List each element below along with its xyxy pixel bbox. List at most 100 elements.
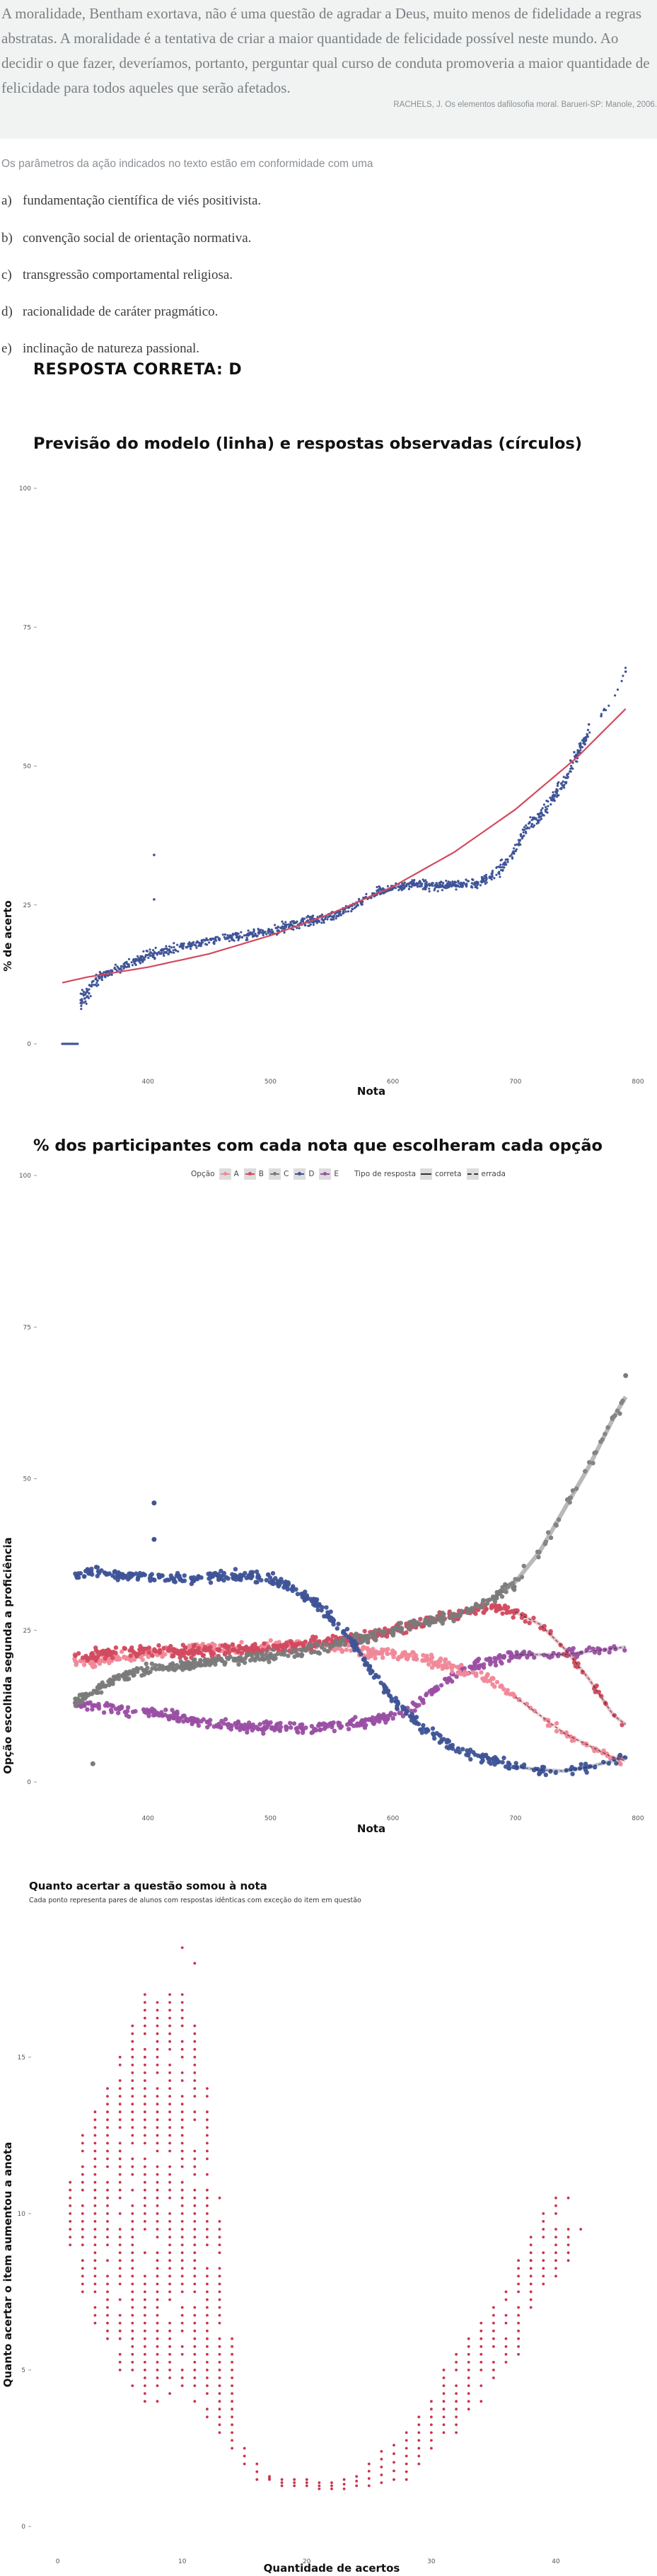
chart1-point (511, 857, 514, 860)
chart2-point (149, 1577, 154, 1582)
chart1-point (354, 907, 356, 909)
chart3-point (231, 2384, 233, 2388)
chart3-point (131, 2384, 134, 2388)
chart2-point (389, 1651, 395, 1656)
chart2-point (449, 1664, 454, 1669)
chart2-point (139, 1666, 144, 1671)
chart2-point (270, 1647, 275, 1652)
chart2-point (97, 1661, 103, 1666)
chart2-point (273, 1576, 278, 1581)
chart2-point (156, 1650, 162, 1655)
chart3-point (206, 2118, 209, 2122)
chart3-point (156, 2329, 159, 2333)
chart2-point (480, 1676, 485, 1681)
chart2-point (545, 1654, 551, 1659)
chart2-series-c (72, 1373, 629, 1766)
chart2-point (511, 1764, 516, 1770)
chart1-point (315, 920, 318, 923)
chart1-point (405, 883, 408, 886)
chart2-point (278, 1720, 283, 1725)
chart3-point (293, 2478, 296, 2481)
chart1-point (310, 917, 313, 920)
chart1-point (555, 795, 559, 798)
chart3-point (206, 2188, 209, 2192)
chart2-point (166, 1577, 171, 1582)
chart3-point (156, 2267, 159, 2270)
chart3-point (218, 2267, 221, 2270)
chart1-point (154, 952, 157, 955)
chart2-point (212, 1656, 217, 1661)
chart3-point (504, 2361, 508, 2364)
chart2-point (494, 1679, 500, 1685)
option-d[interactable]: d) racionalidade de caráter pragmático. (1, 304, 218, 320)
chart1-point (521, 828, 524, 831)
option-c[interactable]: c) transgressão comportamental religiosa. (1, 268, 233, 283)
chart2-ytick-label: 100 (19, 1173, 31, 1180)
chart1-point (538, 812, 541, 815)
chart2-point (99, 1690, 104, 1695)
chart2-point (127, 1571, 132, 1576)
chart3-point (193, 2165, 197, 2168)
chart2-point (83, 1653, 88, 1659)
option-b[interactable]: b) convenção social de orientação normati… (1, 231, 251, 246)
chart3-point (193, 2376, 197, 2379)
chart3-point (318, 2488, 321, 2490)
chart1-point (471, 878, 474, 881)
chart3-point (144, 2126, 146, 2129)
chart1-point (226, 936, 228, 939)
chart3-point (180, 2001, 184, 2004)
chart2-point (487, 1597, 492, 1602)
chart1-point (156, 953, 158, 956)
chart3-point (81, 2243, 84, 2247)
chart1-point (447, 880, 450, 883)
chart2-point (420, 1697, 426, 1703)
chart1-point (149, 948, 151, 951)
chart1-point (107, 974, 110, 977)
chart2-point (538, 1626, 543, 1631)
chart1-point (175, 949, 178, 952)
chart3-point (180, 2376, 184, 2379)
chart3-point (118, 2298, 122, 2301)
chart1-point (535, 822, 538, 825)
chart2-point (314, 1597, 320, 1602)
chart1-point (465, 883, 467, 886)
chart3-point (218, 2361, 221, 2364)
chart3-point (218, 2408, 221, 2411)
chart1-point (541, 814, 545, 817)
chart1-point (504, 858, 507, 861)
chart3-point (180, 2180, 184, 2184)
chart3-point (492, 2361, 495, 2364)
chart1-point (370, 897, 373, 899)
chart2-point (492, 1762, 497, 1767)
chart2-point (537, 1771, 542, 1776)
correct-answer: RESPOSTA CORRETA: D (33, 361, 243, 379)
chart1-point (533, 824, 536, 827)
chart3-point (106, 2126, 109, 2129)
chart3-point (118, 2282, 122, 2286)
chart1-point (274, 926, 277, 929)
chart2-point (309, 1650, 314, 1655)
chart1-point (424, 888, 426, 891)
chart3-point (417, 2446, 421, 2450)
chart3-point (168, 1993, 172, 1996)
chart3-point (81, 2228, 84, 2231)
chart2-point (283, 1648, 288, 1653)
chart3-point (156, 2110, 159, 2114)
chart1-point (287, 926, 290, 928)
chart1-point (312, 924, 315, 926)
chart3-point (106, 2236, 109, 2239)
chart3-point (106, 2337, 109, 2340)
chart3-point (442, 2384, 446, 2388)
chart3-point (106, 2204, 109, 2207)
option-e[interactable]: e) inclinação de natureza passional. (1, 341, 199, 357)
chart3-point (492, 2313, 495, 2317)
chart2-point (363, 1635, 368, 1640)
option-a[interactable]: a) fundamentação científica de viés posit… (1, 193, 261, 209)
chart1-point (400, 889, 403, 892)
chart1-point (385, 890, 388, 893)
chart1-point (502, 863, 505, 866)
chart1-point (81, 999, 83, 1002)
chart3-point (156, 2134, 159, 2137)
chart1-point (449, 882, 452, 885)
chart2-point (277, 1728, 283, 1733)
